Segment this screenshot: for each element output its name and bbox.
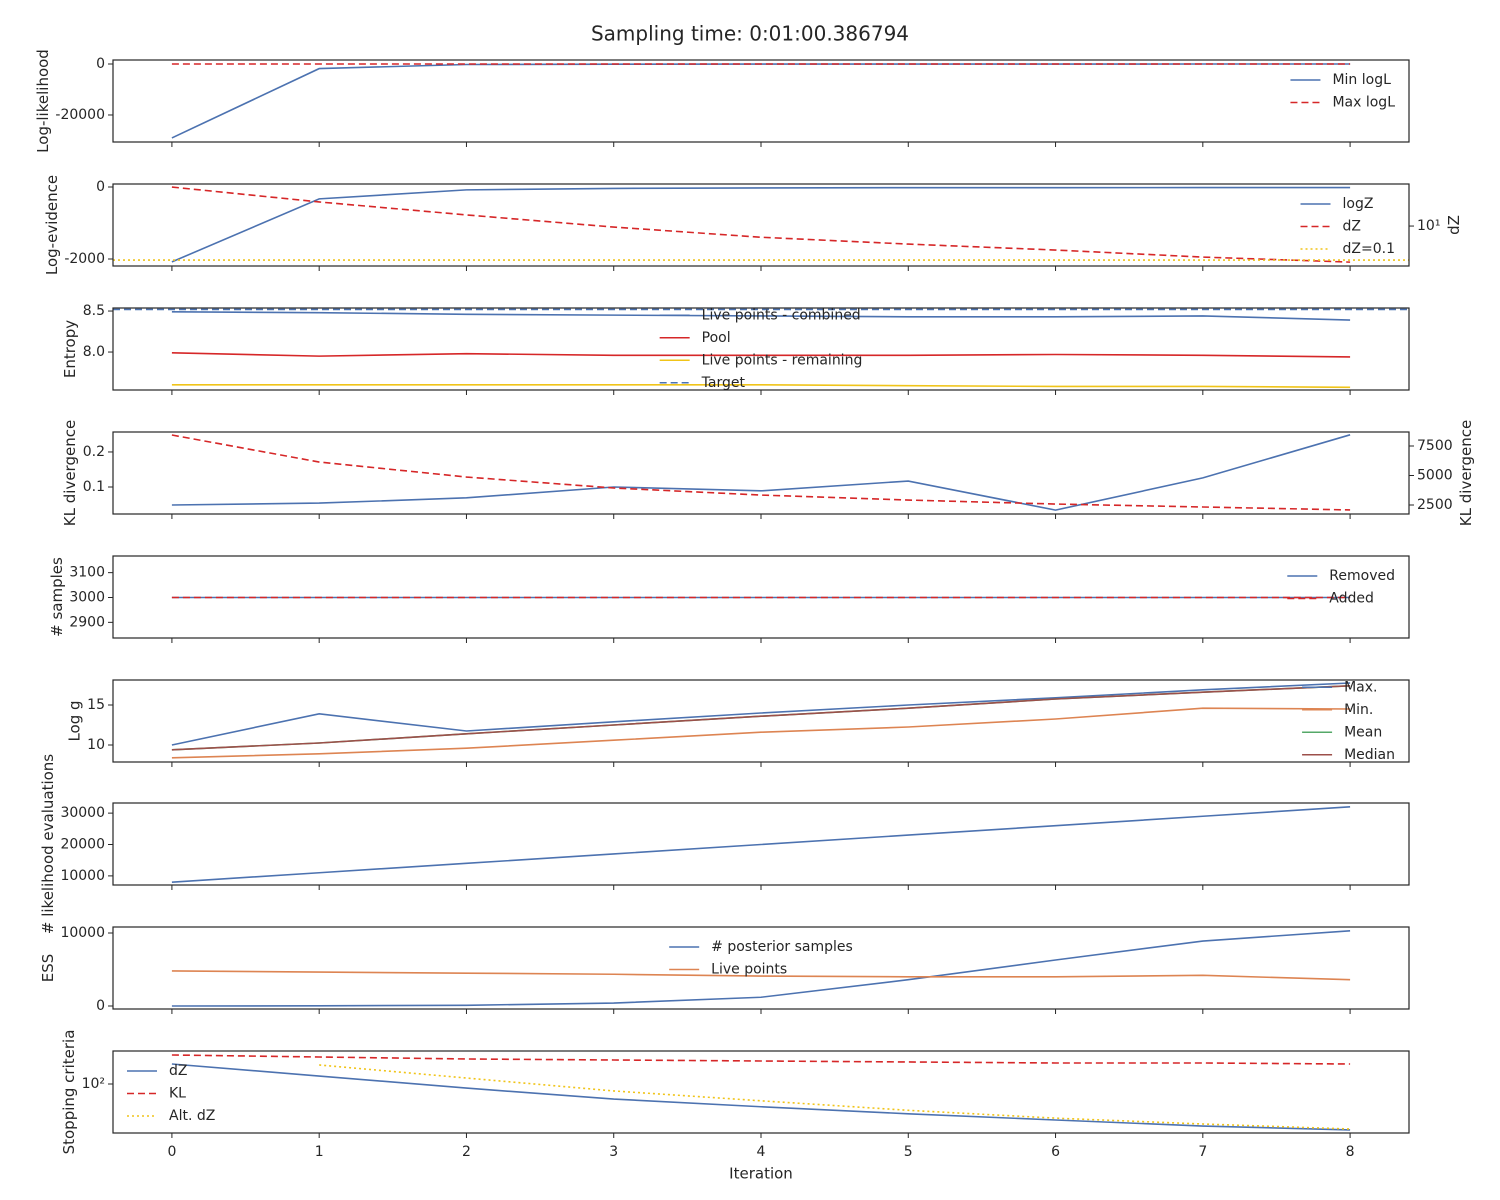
legend-label: Alt. dZ bbox=[169, 1108, 215, 1124]
y-axis-label: Log-likelihood bbox=[34, 49, 52, 153]
axes-frame bbox=[112, 555, 1410, 639]
legend-label: Removed bbox=[1329, 568, 1395, 584]
x-tick-label: 2 bbox=[462, 1144, 471, 1160]
y-tick-label: 10000 bbox=[60, 868, 105, 884]
legend-label: Added bbox=[1329, 591, 1374, 607]
legend-label: Min logL bbox=[1332, 72, 1391, 88]
x-axis-label: Iteration bbox=[729, 1165, 793, 1183]
y2-tick-label: 7500 bbox=[1417, 438, 1453, 454]
y-tick-label: 0.1 bbox=[83, 479, 105, 495]
legend-label: KL bbox=[169, 1086, 186, 1102]
y2-axis-label: dZ bbox=[1445, 215, 1463, 235]
legend-label: Max logL bbox=[1332, 95, 1395, 111]
y-tick-label: 8.0 bbox=[83, 344, 105, 360]
y-tick-label: 10² bbox=[82, 1076, 105, 1092]
series-line bbox=[171, 434, 1351, 511]
series-line bbox=[171, 352, 1351, 358]
y2-tick-label: 2500 bbox=[1417, 497, 1453, 513]
series-line bbox=[171, 930, 1351, 1007]
y-tick-label: 3000 bbox=[69, 589, 105, 605]
axes-frame bbox=[112, 59, 1410, 143]
y-tick-label: -20000 bbox=[55, 107, 105, 123]
y-tick-label: 0 bbox=[96, 998, 105, 1014]
x-tick-label: 3 bbox=[609, 1144, 618, 1160]
axes-frame bbox=[112, 431, 1410, 515]
y-tick-label: 8.5 bbox=[83, 303, 105, 319]
series-line bbox=[171, 682, 1351, 746]
series-line bbox=[171, 806, 1351, 883]
series-line bbox=[171, 1063, 1351, 1131]
legend-label: dZ=0.1 bbox=[1343, 241, 1395, 257]
y2-tick-label: 10¹ bbox=[1417, 218, 1440, 234]
y-tick-label: -2000 bbox=[64, 251, 105, 267]
y-tick-label: 2900 bbox=[69, 614, 105, 630]
y-tick-label: 10000 bbox=[60, 925, 105, 941]
y-axis-label: ESS bbox=[39, 954, 57, 983]
x-tick-label: 1 bbox=[315, 1144, 324, 1160]
legend-label: Min. bbox=[1344, 702, 1373, 718]
x-tick-label: 6 bbox=[1051, 1144, 1060, 1160]
y-tick-label: 15 bbox=[87, 697, 105, 713]
y-tick-label: 0 bbox=[96, 179, 105, 195]
axes-frame bbox=[112, 183, 1410, 267]
legend-label: Max. bbox=[1344, 679, 1377, 695]
axes-frame bbox=[112, 679, 1410, 763]
series-line bbox=[171, 1054, 1351, 1065]
series-line bbox=[171, 970, 1351, 981]
y-tick-label: 0.2 bbox=[83, 444, 105, 460]
legend-label: Live points bbox=[711, 962, 787, 978]
x-tick-label: 8 bbox=[1346, 1144, 1355, 1160]
series-line bbox=[171, 384, 1351, 389]
legend-label: Live points - combined bbox=[702, 307, 861, 323]
axes-frame bbox=[112, 307, 1410, 391]
y2-tick-label: 5000 bbox=[1417, 467, 1453, 483]
x-tick-label: 4 bbox=[757, 1144, 766, 1160]
y-axis-label: # likelihood evaluations bbox=[39, 754, 57, 934]
y-axis-label: KL divergence bbox=[61, 420, 79, 526]
series-line bbox=[171, 186, 1351, 263]
series-line bbox=[171, 63, 1351, 139]
y-tick-label: 0 bbox=[96, 56, 105, 72]
series-line bbox=[171, 311, 1351, 321]
legend-label: Pool bbox=[702, 330, 731, 346]
y-tick-label: 30000 bbox=[60, 805, 105, 821]
x-tick-label: 5 bbox=[904, 1144, 913, 1160]
x-tick-label: 0 bbox=[167, 1144, 176, 1160]
axes-frame bbox=[112, 802, 1410, 886]
axes-frame bbox=[112, 926, 1410, 1010]
series-line bbox=[319, 1064, 1351, 1130]
series-line bbox=[171, 685, 1351, 751]
legend-label: dZ bbox=[1343, 219, 1361, 235]
figure-title: Sampling time: 0:01:00.386794 bbox=[591, 22, 909, 46]
legend-label: logZ bbox=[1343, 196, 1374, 212]
y-tick-label: 3100 bbox=[69, 565, 105, 581]
legend-label: Median bbox=[1344, 747, 1395, 763]
y-axis-label: Log g bbox=[66, 700, 84, 741]
y-axis-label: Stopping criteria bbox=[60, 1030, 78, 1155]
series-line bbox=[171, 707, 1351, 759]
legend-label: # posterior samples bbox=[711, 939, 853, 955]
y-tick-label: 20000 bbox=[60, 837, 105, 853]
legend-label: Target bbox=[701, 375, 746, 391]
series-line bbox=[171, 186, 1351, 263]
axes-frame bbox=[112, 1050, 1410, 1134]
series-line bbox=[171, 434, 1351, 511]
y-tick-label: 10 bbox=[87, 737, 105, 753]
y-axis-label: Log-evidence bbox=[43, 175, 61, 275]
legend-label: Mean bbox=[1344, 724, 1382, 740]
legend-label: dZ bbox=[169, 1063, 187, 1079]
x-tick-label: 7 bbox=[1198, 1144, 1207, 1160]
y-axis-label: # samples bbox=[48, 557, 66, 637]
legend-label: Live points - remaining bbox=[702, 352, 863, 368]
y2-axis-label: KL divergence bbox=[1457, 420, 1475, 526]
y-axis-label: Entropy bbox=[61, 320, 79, 378]
